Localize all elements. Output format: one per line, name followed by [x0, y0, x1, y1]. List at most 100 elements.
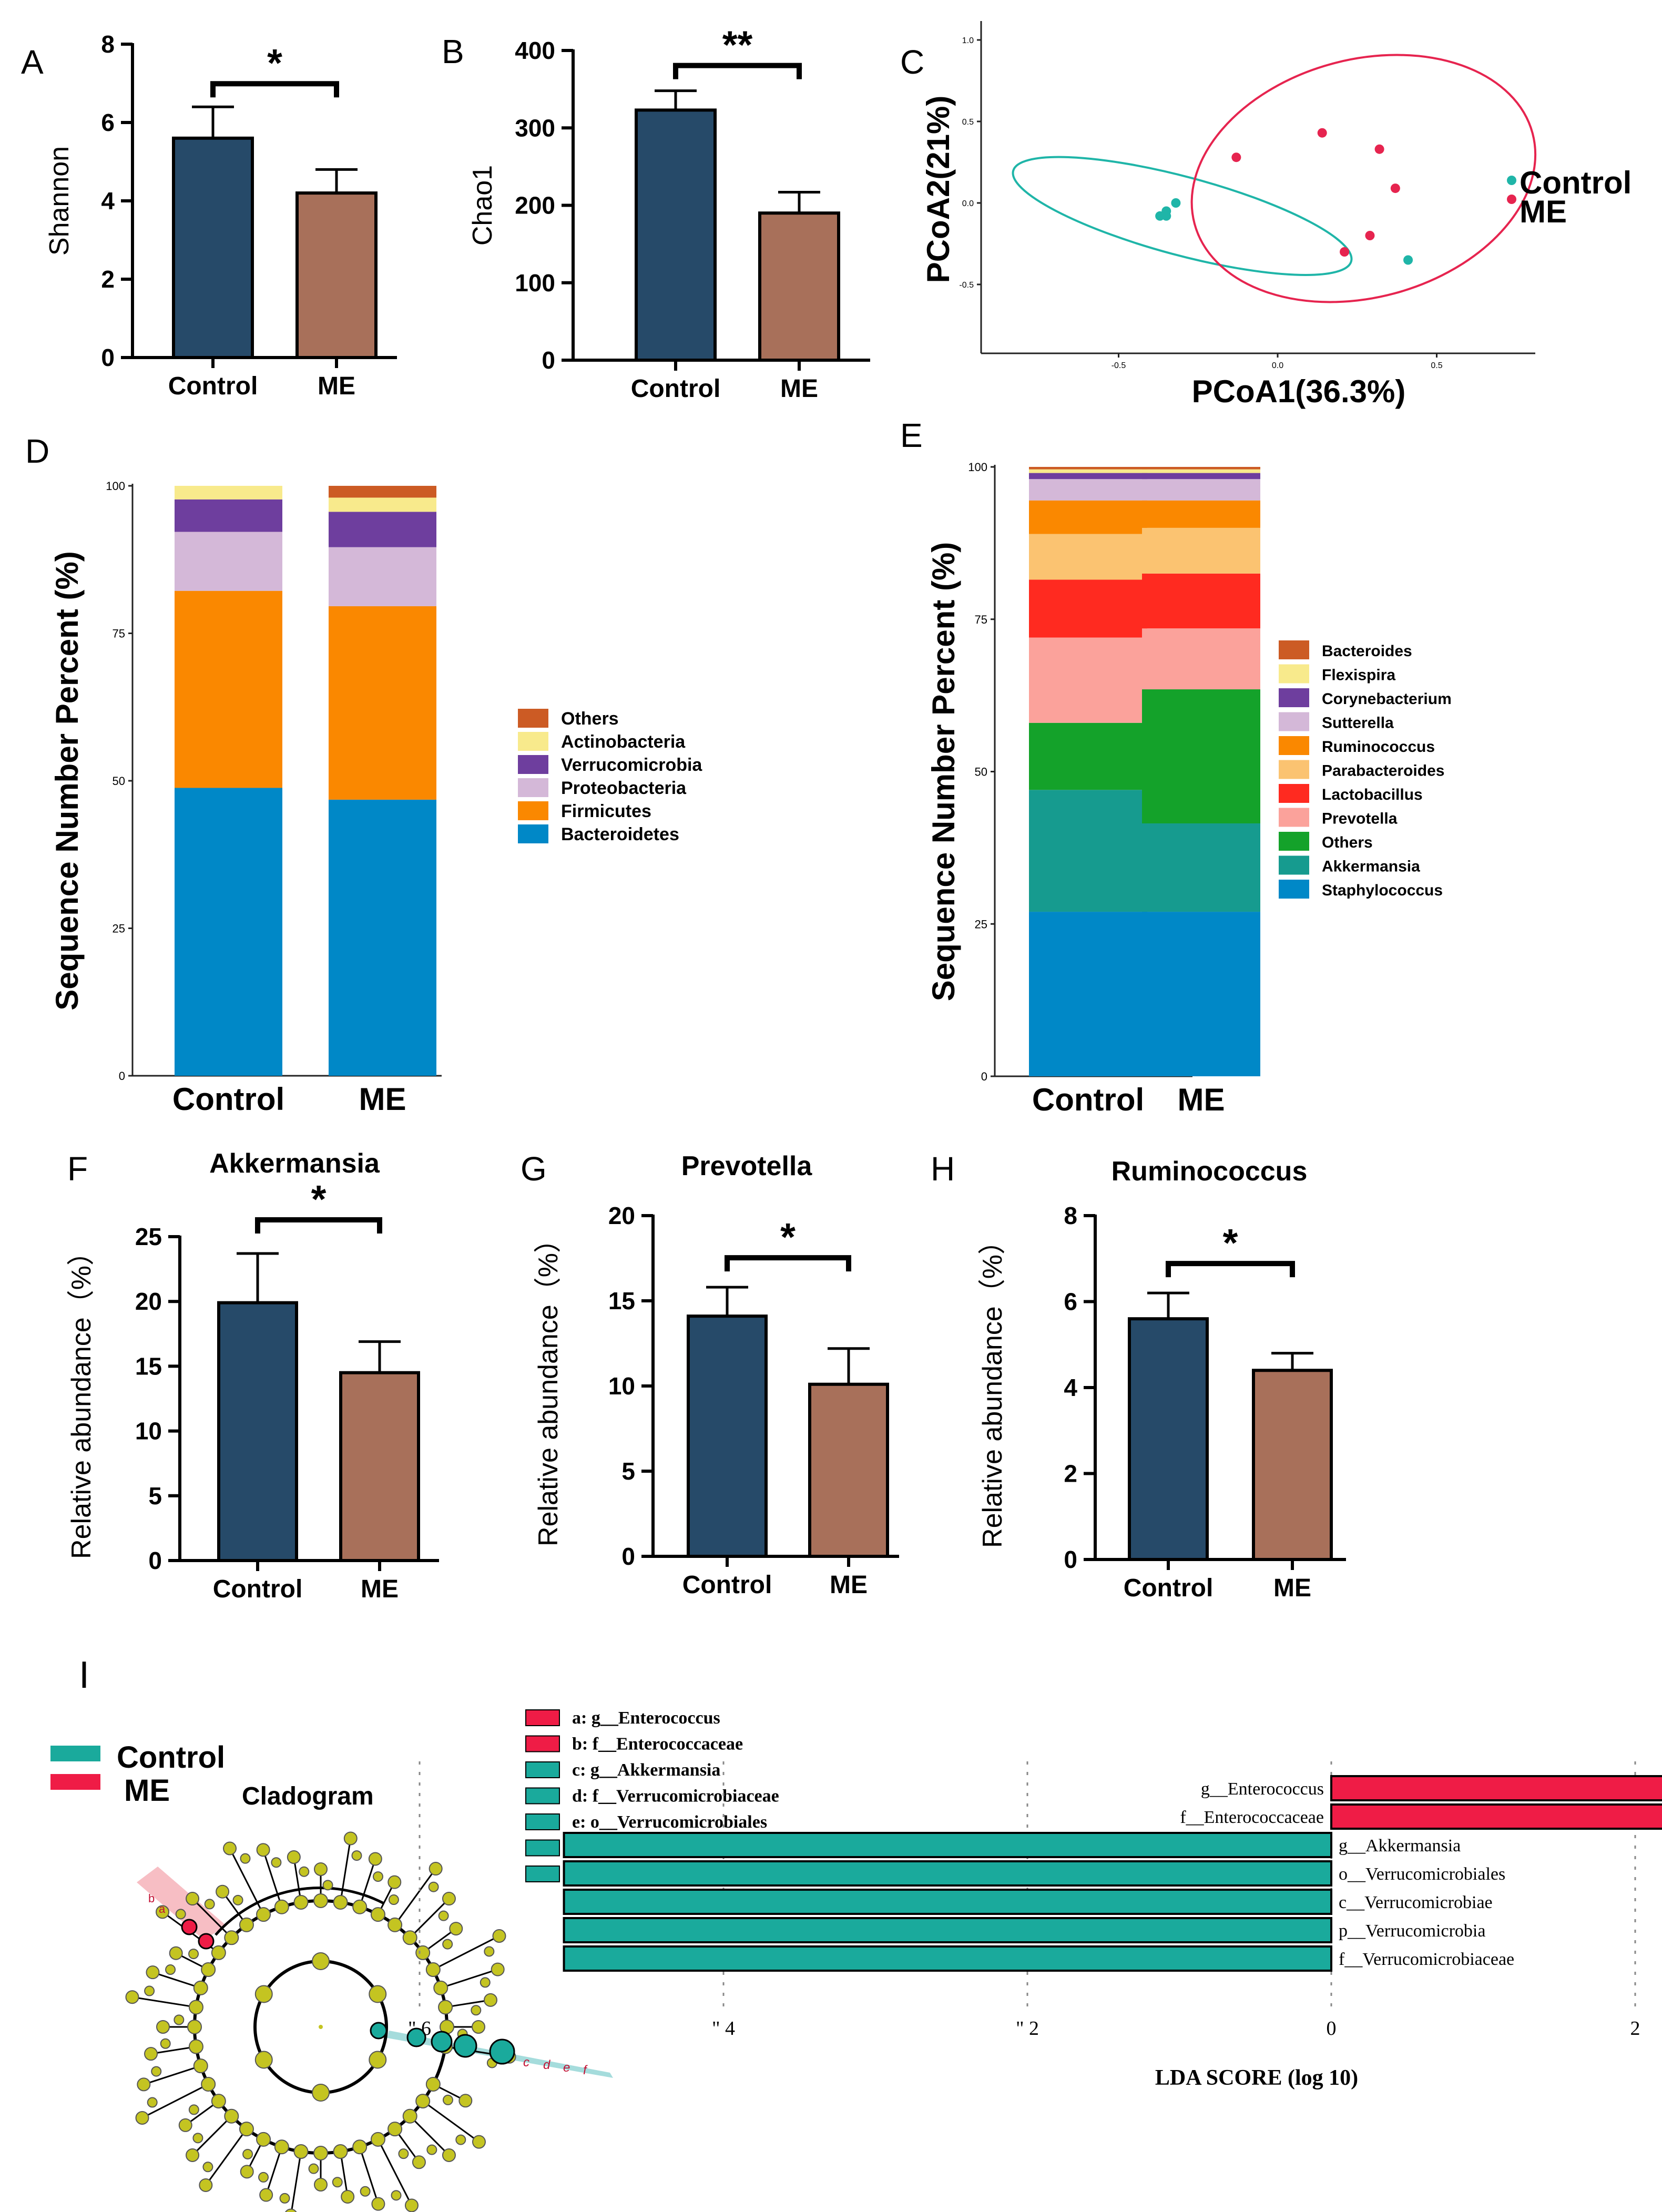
y-tick-label: 10 — [135, 1418, 162, 1445]
tree-branch — [132, 1996, 197, 2008]
legend-swatch — [518, 755, 548, 774]
legend-label: Prevotella — [1322, 810, 1398, 828]
tree-node — [343, 1831, 358, 1846]
tree-node — [187, 2020, 202, 2034]
tree-node — [201, 1962, 216, 1977]
x-tick-label: Control — [213, 1575, 303, 1603]
x-tick-label: " 2 — [1016, 2017, 1039, 2040]
tree-node — [256, 1843, 270, 1857]
tree-node — [484, 1946, 495, 1957]
clade-node-control — [489, 2038, 515, 2065]
stack-segment — [1142, 628, 1260, 690]
tree-node — [332, 2177, 343, 2188]
tree-branch — [152, 1971, 201, 1989]
y-tick-label: 100 — [515, 269, 555, 297]
tree-node — [144, 1985, 155, 1996]
legend-label: Proteobacteria — [561, 778, 687, 798]
stack-segment — [1142, 467, 1260, 470]
bar — [1252, 1369, 1333, 1562]
stack-segment — [329, 486, 436, 498]
clade-letter: c — [523, 2055, 529, 2070]
lda-bar-label: g__Akkermansia — [1339, 1836, 1461, 1856]
tree-node — [388, 1917, 403, 1932]
tree-node — [192, 2133, 203, 2144]
y-tick-label: 0 — [621, 1543, 635, 1570]
x-tick-label: 0.0 — [1272, 361, 1283, 370]
legend-label: ME — [124, 1773, 170, 1808]
chart-title: Akkermansia — [209, 1148, 380, 1179]
stack-segment — [1029, 912, 1147, 1076]
stack-segment — [175, 486, 282, 500]
key-label: a: g__Enterococcus — [572, 1708, 720, 1728]
x-axis-label: LDA SCORE (log 10) — [1155, 2066, 1358, 2090]
tree-node — [201, 2076, 216, 2092]
bar — [217, 1301, 298, 1563]
key-swatch — [525, 1839, 560, 1857]
legend-label: Ruminococcus — [1322, 738, 1435, 756]
tree-branch — [293, 1857, 302, 1903]
tree-branch — [422, 2100, 480, 2143]
scatter-point-control — [1161, 211, 1171, 221]
lda-bar — [563, 1832, 1332, 1858]
clade-node-control — [370, 2022, 388, 2040]
legend-swatch — [518, 732, 548, 751]
stack-segment — [329, 512, 436, 547]
tree-node — [368, 1852, 382, 1866]
stack-segment — [1029, 500, 1147, 534]
y-tick-label: 15 — [135, 1352, 162, 1380]
tree-node — [256, 1907, 271, 1922]
tree-branch — [440, 1969, 498, 1989]
clade-node-me — [198, 1933, 215, 1950]
tree-node — [333, 2144, 348, 2159]
y-axis-label: Relative abundance（%） — [977, 1227, 1008, 1548]
chart-title: Ruminococcus — [1112, 1156, 1308, 1187]
tree-node — [312, 2084, 330, 2102]
tree-node — [178, 2118, 192, 2132]
x-tick-label: " 4 — [712, 2017, 735, 2040]
panel-i-lda: g__Enterococcus f__Enterococcaceae g__Akke… — [408, 1761, 1662, 2090]
tree-node — [352, 1899, 368, 1914]
tree-branch — [150, 2046, 197, 2055]
tree-node — [144, 2047, 158, 2061]
key-swatch — [525, 1813, 560, 1830]
tree-node — [186, 1892, 200, 1906]
stack-segment — [1029, 637, 1147, 723]
tree-node — [388, 2122, 403, 2137]
significance-bracket — [210, 81, 339, 98]
tree-node — [232, 1894, 243, 1905]
stack-segment — [1142, 500, 1260, 528]
legend-label: Bacteroidetes — [561, 824, 679, 844]
tree-node — [442, 1892, 456, 1906]
y-tick-label: 0 — [119, 1069, 125, 1083]
legend-label: Sutterella — [1322, 715, 1394, 732]
tree-branch — [359, 1858, 376, 1908]
tree-branch — [377, 2139, 413, 2206]
tree-node — [165, 1964, 176, 1975]
tree-branch — [394, 1868, 436, 1925]
y-tick-label: 25 — [113, 922, 125, 935]
bar — [808, 1382, 889, 1558]
tree-node — [125, 1990, 139, 2004]
legend-label: Bacteroides — [1322, 643, 1412, 660]
tree-node — [412, 2155, 426, 2169]
tree-branch — [191, 2115, 232, 2156]
stack-segment — [1029, 469, 1147, 473]
significance-marker: * — [267, 41, 282, 85]
stack-segment — [1029, 479, 1147, 501]
y-axis-label: Shannon — [44, 146, 75, 256]
panel-a: A 0 2 4 6 8 Shannon Control ME * — [21, 30, 397, 400]
panel-label: H — [931, 1150, 955, 1188]
x-tick-label: ME — [1178, 1082, 1225, 1117]
tree-node — [274, 1899, 289, 1914]
x-tick-label: 0 — [1327, 2017, 1337, 2040]
tree-node — [314, 2178, 328, 2191]
tree-node — [308, 2163, 319, 2174]
clade-node-me — [181, 1919, 198, 1935]
tree-node — [442, 2148, 456, 2162]
legend-label: ME — [1520, 194, 1567, 229]
scatter-point-me — [1231, 152, 1241, 162]
tree-node — [240, 1853, 251, 1864]
y-axis-label: Relative abundance（%） — [533, 1226, 564, 1546]
lda-bar — [563, 1860, 1332, 1887]
